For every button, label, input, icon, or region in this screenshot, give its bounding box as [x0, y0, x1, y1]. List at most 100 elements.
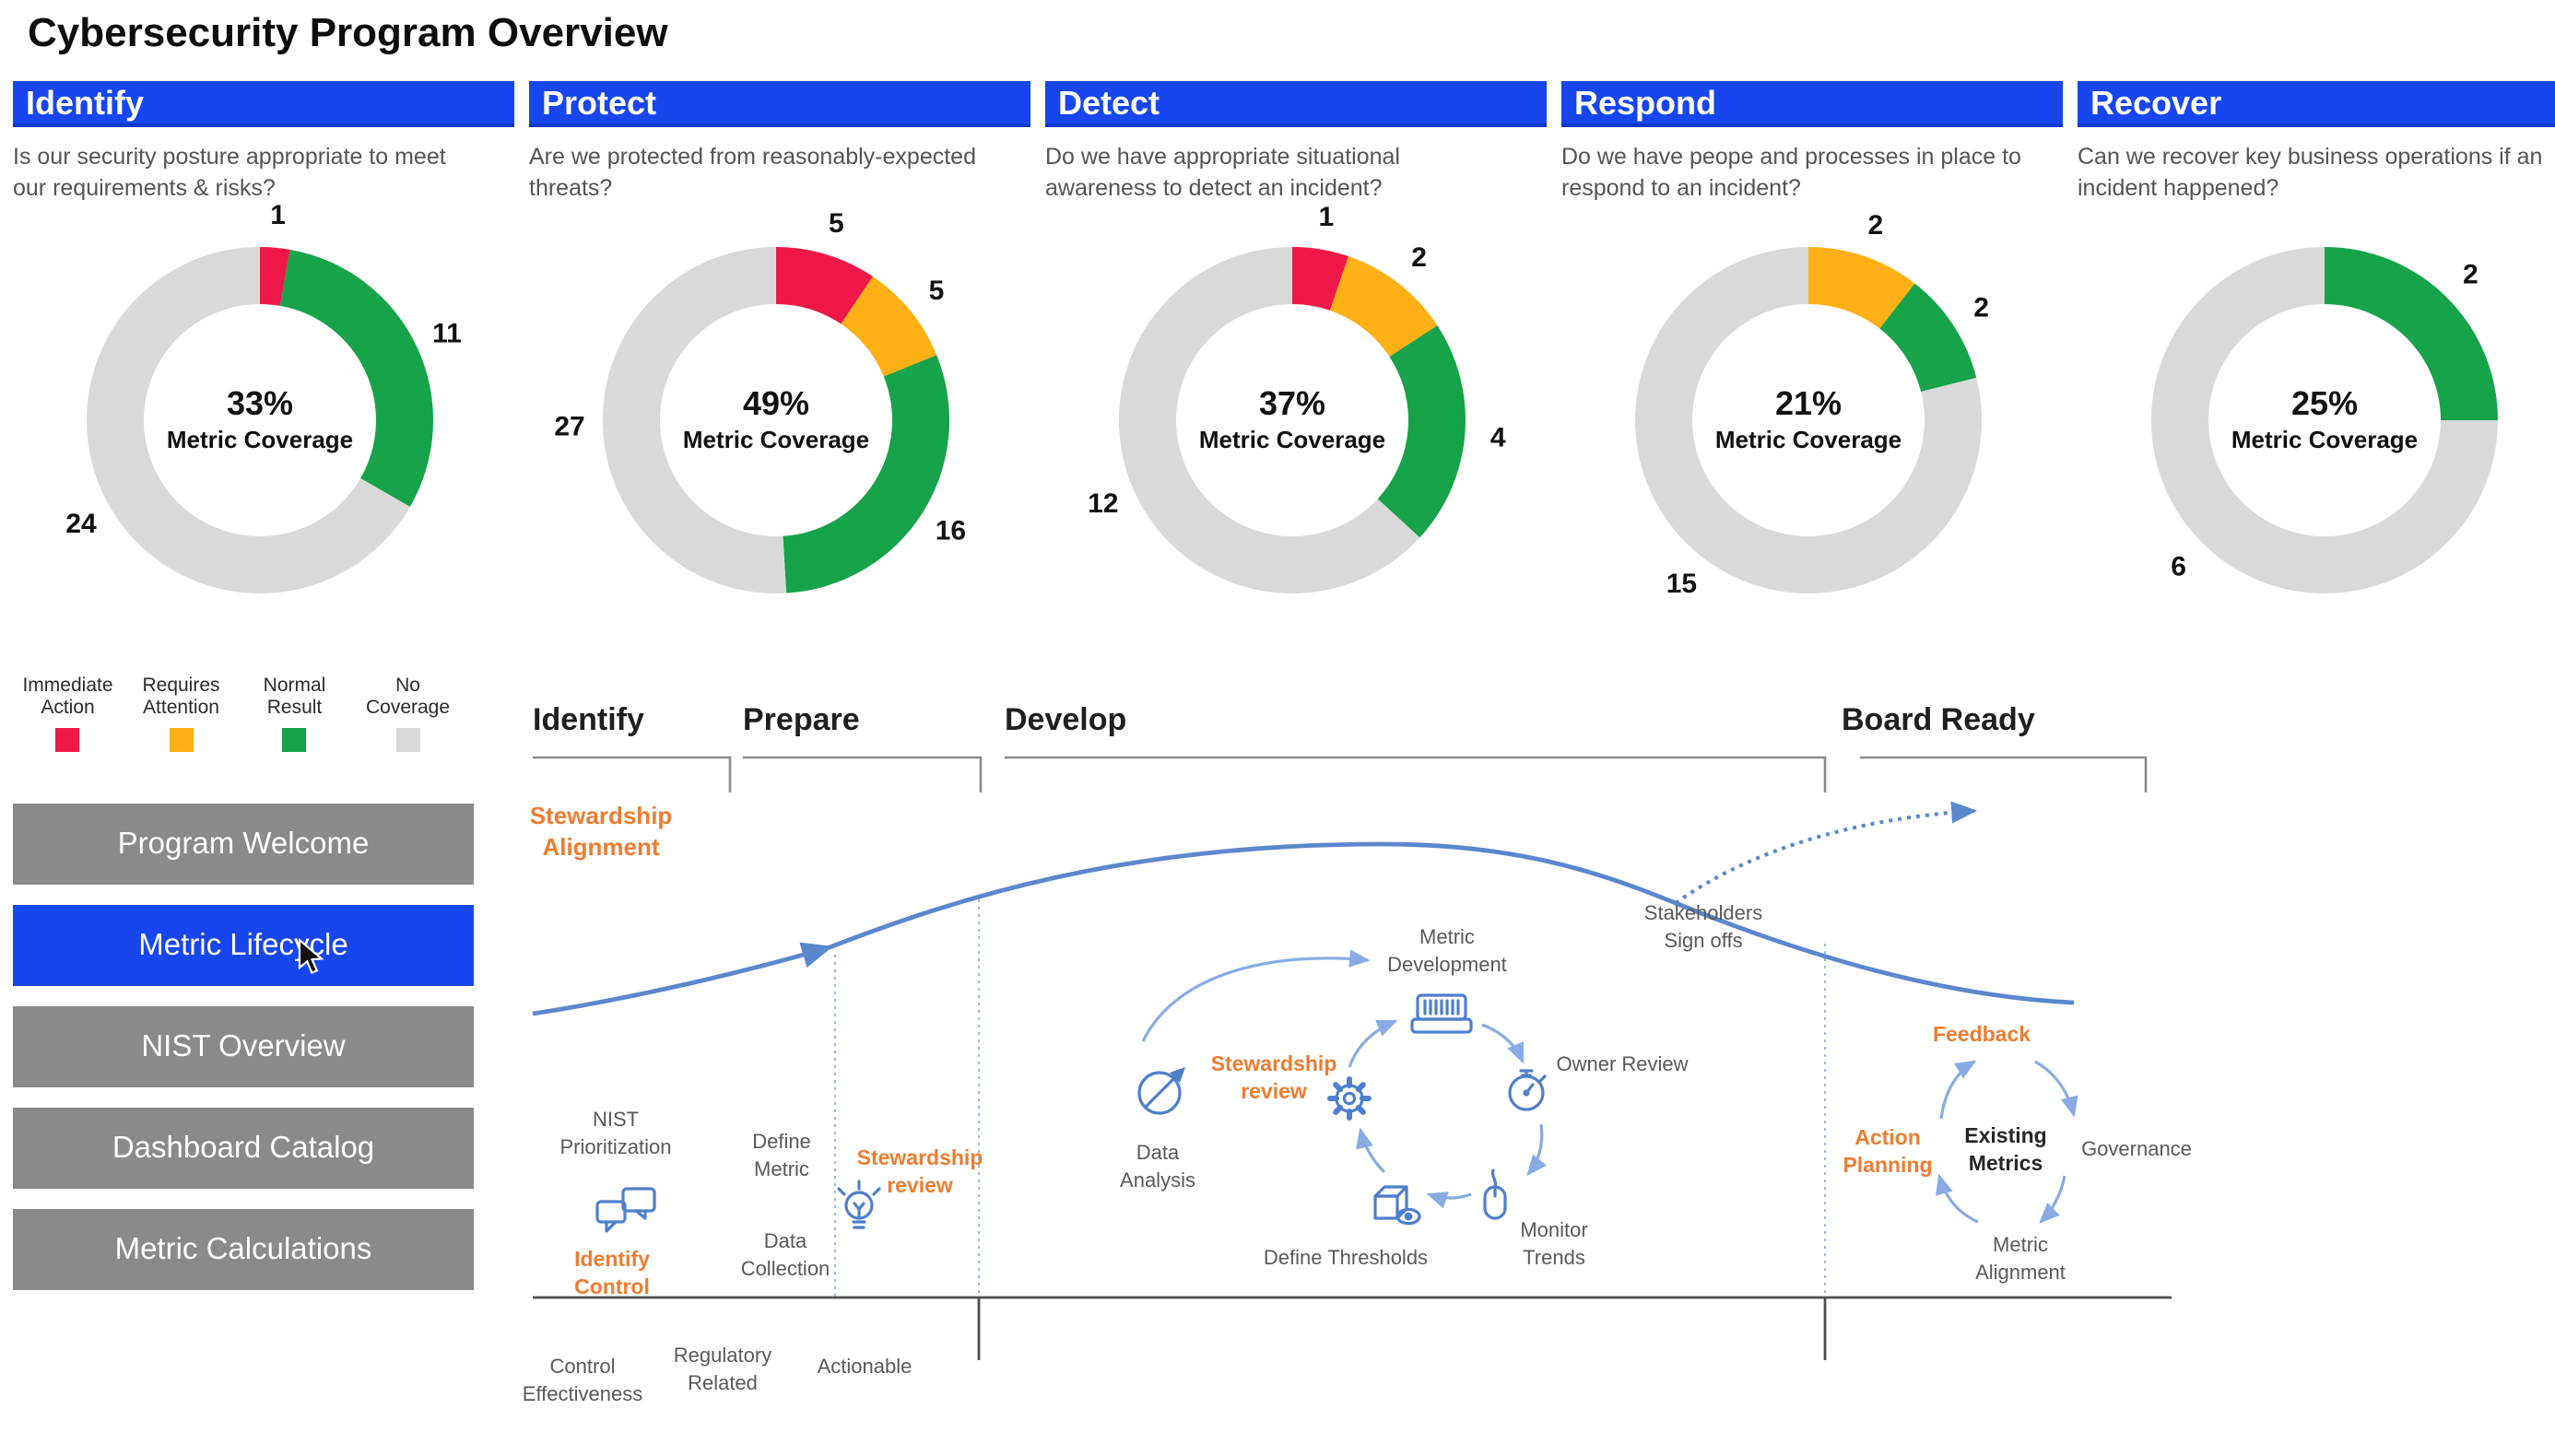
donut-segment-normal-result	[1879, 283, 1977, 393]
donut-value-label: 2	[2463, 260, 2478, 290]
stopwatch-icon	[1508, 1069, 1547, 1111]
donut-segment-requires-attention	[841, 276, 937, 377]
mouse-cursor	[297, 937, 324, 986]
action-planning-label-2: Planning	[1843, 1153, 1932, 1177]
metric-coverage-donut[interactable]: 2 6 25% Metric Coverage	[2078, 184, 2555, 645]
define-thresholds-label: Define Thresholds	[1264, 1246, 1428, 1269]
function-question: Can we recover key business operations i…	[2078, 144, 2543, 200]
metric-coverage-donut[interactable]: 2 2 15 21% Metric Coverage	[1561, 184, 2063, 645]
phase-bracket-prepare	[743, 756, 983, 793]
metric-development-label-1: Metric	[1419, 925, 1475, 948]
legend-item-label: No Coverage	[365, 675, 451, 720]
donut-value-label: 1	[270, 200, 286, 230]
donut-value-label: 15	[1666, 569, 1697, 599]
donut-segment-no-coverage	[1118, 247, 1420, 593]
define-metric-label-2: Metric	[754, 1157, 809, 1180]
cycle-arrow-feed	[1141, 949, 1371, 1042]
donut-value-label: 2	[1973, 292, 1989, 323]
function-question: Is our security posture appropriate to m…	[13, 144, 446, 200]
data-collection-label-1: Data	[764, 1229, 807, 1252]
action-planning-label-1: Action	[1854, 1125, 1921, 1149]
function-header-label: Respond	[1574, 85, 1717, 122]
donut-center-label: Metric Coverage	[1199, 426, 1385, 453]
cycle-arrow-board-1	[1939, 1060, 1977, 1120]
lifecycle-curve	[829, 841, 2075, 1005]
phase-bracket-board-ready	[1860, 756, 2148, 793]
donut-segment-normal-result	[783, 355, 950, 593]
function-header-label: Protect	[542, 85, 657, 122]
sidebar-item-nist-overview[interactable]: NIST Overview	[13, 1006, 474, 1087]
donut-value-label: 6	[2171, 551, 2186, 581]
legend-color-swatch	[282, 728, 307, 752]
donut-value-label: 11	[432, 318, 462, 348]
monitor-trends-label-2: Trends	[1523, 1246, 1585, 1269]
donut-center-label: Metric Coverage	[683, 426, 869, 453]
donut-segment-no-coverage	[602, 246, 787, 593]
donut-value-label: 1	[1318, 202, 1334, 232]
phase-label-identify: Identify	[533, 702, 644, 737]
donut-segment-requires-attention	[1808, 247, 1915, 329]
donut-value-label: 24	[65, 509, 97, 539]
phase-label-prepare: Prepare	[743, 702, 860, 737]
donut-value-label: 27	[554, 412, 584, 442]
data-analysis-icon	[1137, 1067, 1185, 1115]
regulatory-related-label-1: Regulatory	[674, 1344, 771, 1367]
function-header-bar: Identify	[13, 81, 514, 127]
legend-item-label: Immediate Action	[22, 675, 113, 720]
legend-item-normal-result: Normal Result	[238, 675, 351, 752]
identify-control-label-2: Control	[574, 1274, 650, 1298]
donut-segment-no-coverage	[2151, 247, 2498, 593]
cycle-arrow-board-4	[1936, 1173, 1979, 1224]
computer-mouse-icon	[1483, 1168, 1507, 1220]
donut-value-label: 5	[929, 276, 945, 306]
donut-value-label: 4	[1490, 422, 1506, 452]
governance-label: Governance	[2081, 1137, 2192, 1160]
donut-segment-immediate-action	[1292, 247, 1349, 311]
gear-icon	[1327, 1076, 1372, 1121]
metric-coverage-donut[interactable]: 5 5 16 27 49% Metric Coverage	[529, 184, 1030, 645]
cycle-arrow-board-3	[2039, 1175, 2066, 1224]
legend-item-immediate-action: Immediate Action	[11, 675, 124, 752]
status-legend: Immediate Action Requires Attention Norm…	[11, 675, 465, 752]
cycle-arrow-dev-4	[1356, 1127, 1386, 1174]
sidebar-item-dashboard-catalog[interactable]: Dashboard Catalog	[13, 1108, 474, 1189]
function-column-recover: Recover Can we recover key business oper…	[2078, 81, 2555, 689]
legend-item-label: Normal Result	[263, 675, 326, 720]
function-question: Are we protected from reasonably-expecte…	[529, 144, 976, 200]
legend-color-swatch	[169, 728, 194, 752]
metric-lifecycle-diagram: Identify Prepare Develop Board Ready Ste…	[523, 702, 2192, 1405]
phase-bracket-develop	[1005, 756, 1827, 793]
lightbulb-icon	[837, 1180, 881, 1229]
donut-center-percent: 33%	[227, 384, 293, 422]
board-ready-dotted-arrow	[1674, 801, 1978, 905]
legend-color-swatch	[55, 728, 80, 752]
function-header-label: Detect	[1058, 85, 1160, 122]
stewardship-review-prepare-label-2: review	[887, 1173, 953, 1197]
stakeholders-signoffs-label-2: Sign offs	[1664, 929, 1742, 952]
stewardship-review-prepare-label-1: Stewardship	[857, 1145, 983, 1169]
phase-bracket-identify	[533, 756, 732, 793]
donut-segment-immediate-action	[776, 247, 874, 324]
control-effectiveness-label-2: Effectiveness	[523, 1382, 642, 1405]
nist-prioritization-label-1: NIST	[593, 1108, 639, 1131]
sidebar-item-metric-lifecycle[interactable]: Metric Lifecycle	[13, 905, 474, 986]
donut-segment-normal-result	[2325, 247, 2498, 420]
cycle-arrow-dev-5	[1348, 1019, 1398, 1068]
data-analysis-label-1: Data	[1136, 1141, 1180, 1164]
donut-center-percent: 25%	[2291, 384, 2358, 422]
function-header-bar: Recover	[2078, 81, 2555, 127]
sidebar-item-program-welcome[interactable]: Program Welcome	[13, 804, 474, 885]
page-title: Cybersecurity Program Overview	[28, 9, 668, 55]
monitor-trends-label-1: Monitor	[1520, 1218, 1587, 1241]
donut-center-label: Metric Coverage	[167, 426, 353, 453]
sidebar-item-metric-calculations[interactable]: Metric Calculations	[13, 1209, 474, 1290]
stewardship-review-develop-label-2: review	[1241, 1079, 1307, 1103]
function-column-respond: Respond Do we have peope and processes i…	[1561, 81, 2063, 689]
owner-review-label: Owner Review	[1556, 1052, 1688, 1075]
feedback-label: Feedback	[1933, 1022, 2031, 1046]
function-column-protect: Protect Are we protected from reasonably…	[529, 81, 1030, 689]
donut-center-percent: 37%	[1259, 384, 1325, 422]
sidebar-nav: Program Welcome Metric Lifecycle NIST Over…	[13, 804, 474, 1310]
